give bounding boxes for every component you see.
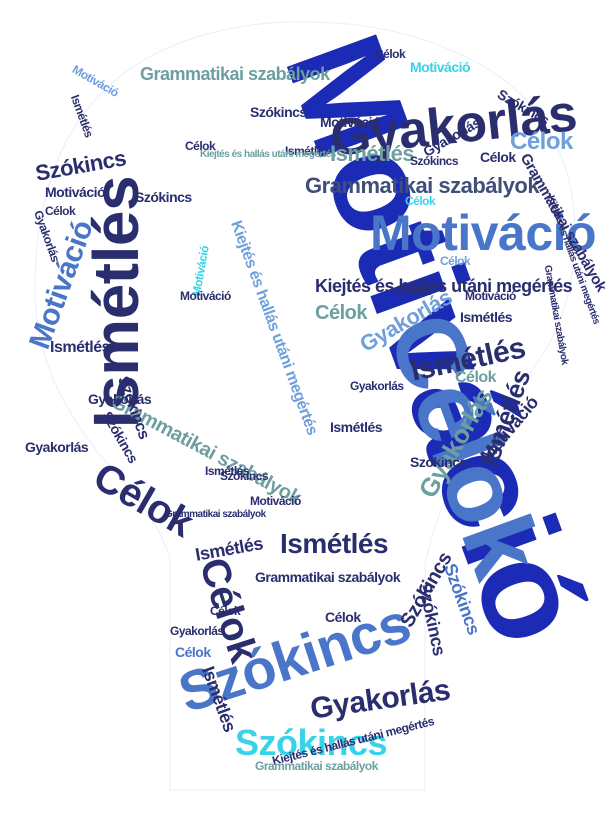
word-szokincs-small-6: Szókincs — [220, 469, 269, 483]
word-kiejtes-1: Kiejtés és hallás utáni megértés — [315, 276, 573, 296]
word-ismetles-bottom: Ismétlés — [280, 528, 389, 559]
word-motivacio-small-3: Motiváció — [320, 114, 381, 130]
word-ismetles-small-6: Ismétlés — [330, 419, 383, 435]
word-szokincs-small: Szókincs — [410, 454, 467, 470]
word-ismetles-small-2: Ismétlés — [285, 144, 330, 158]
word-gyakorlas-small: Gyakorlás — [88, 391, 152, 407]
word-celok-small-1: Célok — [455, 369, 497, 386]
word-ismetles-small-3: Ismétlés — [460, 309, 513, 325]
word-kiejtes-small: Kiejtés és hallás utáni megértés — [200, 149, 336, 160]
word-celok-bottom3: Célok — [175, 644, 211, 660]
word-celok-mid2: Célok — [395, 282, 431, 298]
word-grammatikai-bottom2: Grammatikai szabályok — [255, 759, 378, 773]
word-motivacio-bottom: Motiváció — [250, 494, 301, 508]
word-szokincs-top: Szókincs — [250, 104, 307, 120]
word-celok-left: Célok — [86, 454, 201, 546]
word-kiejtes-left: Kiejtés és hallás utáni megértés — [227, 218, 321, 438]
word-motivacio-mid: Motiváció — [370, 205, 597, 261]
word-celok-small-8: Célok — [210, 604, 241, 618]
word-motivacio-small-2: Motiváció — [410, 59, 471, 75]
word-celok-small-5: Célok — [440, 254, 471, 268]
word-gyakorlas-small-2: Gyakorlás — [350, 379, 404, 393]
word-ismetles-top: Ismétlés — [330, 141, 415, 166]
word-gyakorlas-bottom2: Gyakorlás — [170, 624, 224, 638]
word-celok-small-2: Célok — [375, 47, 406, 61]
word-celok-small-7: Célok — [45, 204, 76, 218]
word-motivacio-small-6: Motiváció — [45, 184, 106, 200]
word-grammatikai-bottom: Grammatikai szabályok — [255, 569, 401, 585]
word-grammatikai-2: Grammatikai szabályok — [140, 64, 330, 84]
word-motivacio-small-7: Motiváció — [180, 289, 231, 303]
word-motivacio-small-5: Motiváció — [465, 289, 516, 303]
word-grammatikai-small-2: Grammatikai szabályok — [165, 509, 266, 520]
word-celok-small-3: Célok — [480, 149, 516, 165]
word-grammatikai-1: Grammatikai szabályok — [305, 173, 540, 198]
word-celok-small-4: Célok — [405, 194, 436, 208]
word-celok-top: Célok — [510, 128, 573, 155]
word-gyakorlas-small-5: Gyakorlás — [25, 439, 89, 455]
word-ismetles-small-4: Ismétlés — [67, 92, 97, 140]
word-szokincs-small-3: Szókincs — [410, 154, 459, 168]
word-celok-small-6: Célok — [185, 139, 216, 153]
word-szokincs-cyan: Szókincs — [235, 722, 388, 763]
word-szokincs-small-4: Szókincs — [135, 189, 192, 205]
word-ismetles-small-1: Ismétlés — [50, 339, 111, 356]
word-celok-bottom2: Célok — [325, 609, 361, 625]
word-celok-mid: Célok — [315, 302, 367, 324]
word-ismetles-small-5: Ismétlés — [205, 464, 250, 478]
